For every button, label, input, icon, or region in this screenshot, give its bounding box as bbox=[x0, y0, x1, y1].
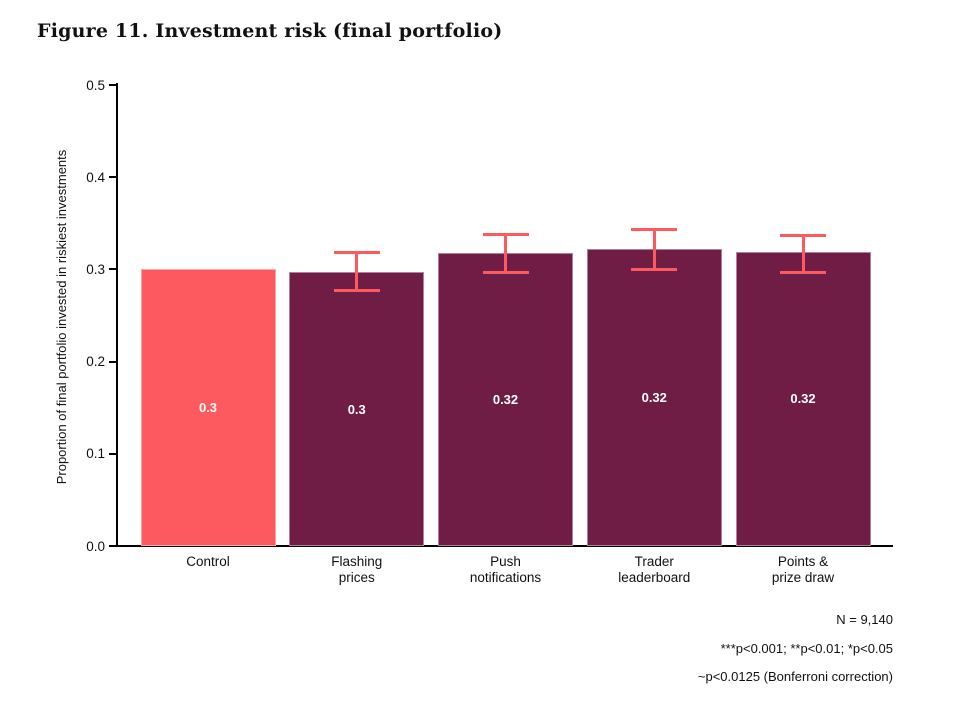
y-tick-label: 0.0 bbox=[86, 538, 105, 554]
y-axis-line bbox=[116, 83, 118, 547]
y-tick-mark bbox=[109, 452, 116, 455]
y-tick-mark bbox=[109, 360, 116, 363]
error-bar-stem bbox=[355, 252, 359, 291]
y-tick-label: 0.5 bbox=[86, 77, 105, 93]
bar-trader-leaderboard: 0.32 bbox=[586, 249, 722, 546]
figure-title: Figure 11. Investment risk (final portfo… bbox=[37, 20, 503, 42]
y-tick-label: 0.1 bbox=[86, 446, 105, 462]
error-bar-stem bbox=[801, 235, 805, 273]
error-bar-cap bbox=[631, 228, 678, 232]
error-bar-cap bbox=[780, 233, 826, 237]
error-bar-cap bbox=[631, 267, 678, 271]
y-tick-mark bbox=[109, 545, 116, 547]
x-tick-label-points-prize-draw: Points & prize draw bbox=[771, 554, 835, 585]
bar-value-label: 0.32 bbox=[790, 391, 816, 407]
y-tick-mark bbox=[109, 268, 116, 271]
error-bar-cap bbox=[780, 270, 826, 274]
bar-control: 0.3 bbox=[140, 269, 276, 546]
annotation-note: ~p<0.0125 (Bonferroni correction) bbox=[697, 669, 893, 684]
x-tick-label-flashing-prices: Flashing prices bbox=[331, 554, 383, 585]
bar-push-notifications: 0.32 bbox=[438, 252, 573, 546]
x-axis-line bbox=[116, 545, 893, 547]
error-bar-cap bbox=[482, 232, 529, 236]
error-bar-stem bbox=[652, 229, 656, 270]
y-tick-label: 0.2 bbox=[86, 354, 105, 370]
annotation-note: ***p<0.001; **p<0.01; *p<0.05 bbox=[720, 640, 893, 656]
error-bar-cap bbox=[482, 270, 529, 274]
error-bar-stem bbox=[504, 234, 507, 273]
error-bar-cap bbox=[333, 251, 380, 255]
bar-value-label: 0.3 bbox=[347, 401, 366, 417]
x-tick-label-control: Control bbox=[186, 554, 230, 569]
x-tick-label-push-notifications: Push notifications bbox=[469, 554, 542, 585]
bar-value-label: 0.32 bbox=[641, 390, 667, 406]
x-tick-label-trader-leaderboard: Trader leaderboard bbox=[618, 554, 691, 585]
annotation-note: N = 9,140 bbox=[836, 612, 893, 627]
error-bar-cap bbox=[333, 289, 380, 293]
y-axis-title: Proportion of final portfolio invested i… bbox=[54, 149, 69, 485]
y-tick-mark bbox=[109, 176, 116, 179]
bar-points-prize-draw: 0.32 bbox=[735, 251, 871, 546]
bar-value-label: 0.3 bbox=[198, 400, 218, 416]
bar-flashing-prices: 0.3 bbox=[289, 272, 425, 546]
y-tick-mark bbox=[109, 84, 116, 86]
bar-value-label: 0.32 bbox=[492, 391, 519, 407]
y-tick-label: 0.3 bbox=[86, 261, 105, 277]
y-tick-label: 0.4 bbox=[86, 169, 105, 185]
